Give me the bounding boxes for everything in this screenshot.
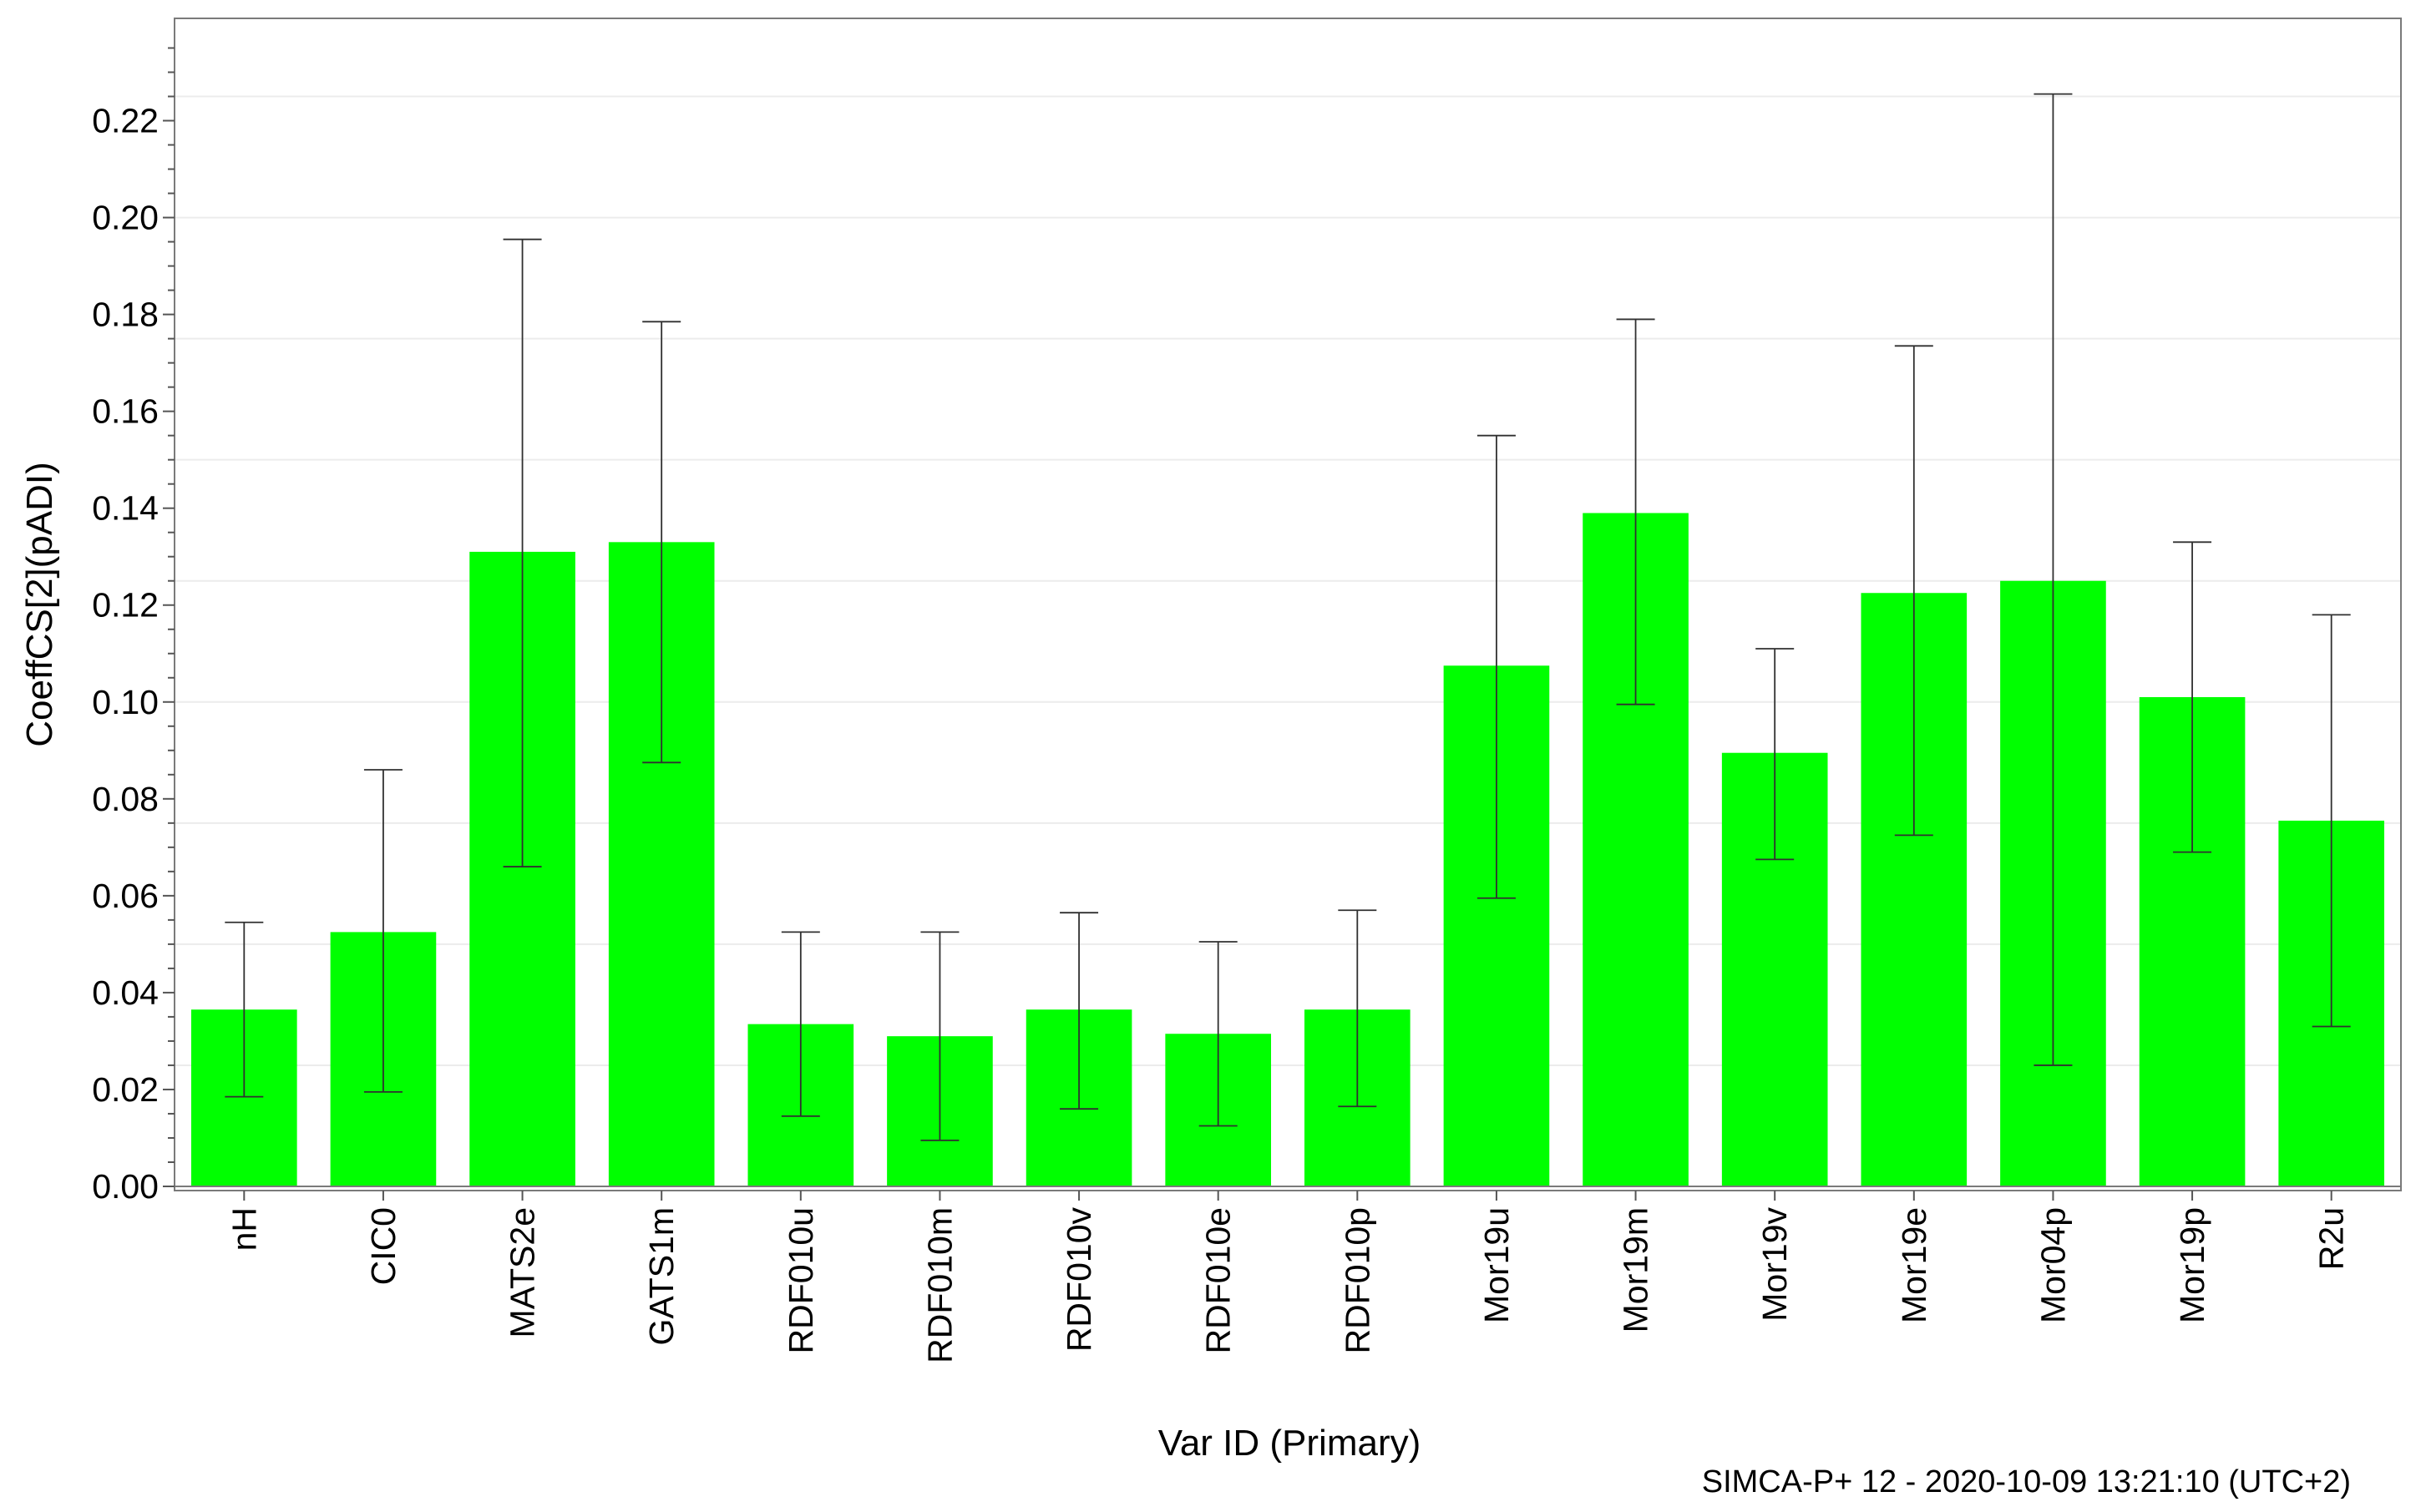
y-tick-label: 0.02 bbox=[92, 1070, 159, 1109]
y-axis: 0.00 0.02 0.04 0.06 0.08 0.10 0.12 0.14 0.16 0.18… bbox=[92, 47, 2401, 1206]
x-tick-label: RDF010u bbox=[782, 1207, 820, 1353]
x-tick-label: GATS1m bbox=[642, 1207, 681, 1346]
y-tick-label: 0.20 bbox=[92, 199, 159, 237]
y-tick-label: 0.08 bbox=[92, 780, 159, 818]
x-tick-label: Mor04p bbox=[2034, 1207, 2072, 1323]
y-tick-label: 0.10 bbox=[92, 683, 159, 721]
y-tick-label: 0.22 bbox=[92, 102, 159, 140]
y-tick-label: 0.18 bbox=[92, 296, 159, 334]
x-tick-label: CIC0 bbox=[364, 1207, 403, 1285]
footer-timestamp: SIMCA-P+ 12 - 2020-10-09 13:21:10 (UTC+2… bbox=[1702, 1464, 2351, 1499]
y-tick-label: 0.06 bbox=[92, 877, 159, 915]
y-tick-label: 0.16 bbox=[92, 392, 159, 431]
x-tick-label: Mor19e bbox=[1895, 1207, 1933, 1323]
x-tick-label: MATS2e bbox=[504, 1207, 542, 1338]
x-tick-label: RDF010e bbox=[1199, 1207, 1238, 1353]
y-tick-label: 0.12 bbox=[92, 586, 159, 625]
x-axis-title: Var ID (Primary) bbox=[1158, 1423, 1421, 1464]
x-axis: nH CIC0 MATS2e GATS1m RDF010u RDF010m RDF010v R… bbox=[225, 1191, 2351, 1363]
x-tick-label: RDF010v bbox=[1060, 1207, 1098, 1353]
x-tick-label: nH bbox=[225, 1207, 263, 1251]
x-tick-label: Mor19u bbox=[1477, 1207, 1516, 1323]
bars bbox=[190, 513, 2385, 1186]
x-tick-label: Mor19v bbox=[1755, 1207, 1794, 1322]
error-bars bbox=[225, 93, 2351, 1141]
x-tick-label: Mor19m bbox=[1617, 1207, 1655, 1332]
y-tick-label: 0.14 bbox=[92, 489, 159, 528]
x-tick-label: RDF010m bbox=[920, 1207, 959, 1363]
x-tick-label: RDF010p bbox=[1338, 1207, 1376, 1353]
y-tick-label: 0.04 bbox=[92, 973, 159, 1012]
y-axis-title: CoeffCS[2](pADI) bbox=[19, 462, 60, 747]
y-tick-label: 0.00 bbox=[92, 1167, 159, 1206]
x-tick-label: Mor19p bbox=[2173, 1207, 2211, 1323]
x-tick-label: R2u bbox=[2312, 1207, 2351, 1270]
